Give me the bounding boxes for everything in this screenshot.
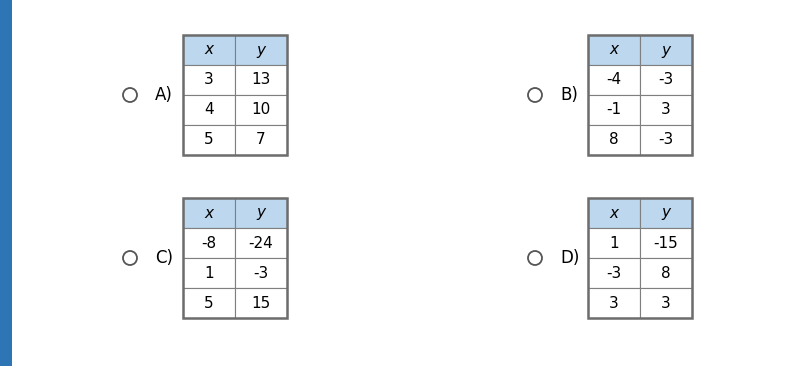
Bar	[640, 35, 692, 65]
Text: y: y	[662, 205, 670, 220]
Bar	[183, 65, 235, 95]
Text: C): C)	[155, 249, 173, 267]
Text: 13: 13	[251, 72, 270, 87]
Text: -3: -3	[658, 72, 674, 87]
Text: 3: 3	[609, 295, 619, 310]
Bar	[183, 288, 235, 318]
Bar	[183, 35, 287, 155]
Text: 5: 5	[204, 132, 214, 147]
Text: 10: 10	[251, 102, 270, 117]
Text: B): B)	[560, 86, 578, 104]
Text: 8: 8	[661, 265, 671, 280]
Text: x: x	[610, 205, 618, 220]
Text: -1: -1	[606, 102, 622, 117]
Text: 1: 1	[204, 265, 214, 280]
Text: D): D)	[560, 249, 579, 267]
Bar	[235, 65, 287, 95]
Bar	[640, 198, 692, 228]
Bar	[183, 198, 235, 228]
Bar	[183, 125, 235, 155]
Text: x: x	[205, 205, 214, 220]
Bar	[588, 35, 640, 65]
Text: -15: -15	[654, 235, 678, 250]
Bar	[588, 65, 640, 95]
Bar	[183, 198, 287, 318]
Text: x: x	[610, 42, 618, 57]
Text: 4: 4	[204, 102, 214, 117]
Bar	[183, 228, 235, 258]
Bar	[640, 95, 692, 125]
Text: 8: 8	[609, 132, 619, 147]
Text: y: y	[257, 205, 266, 220]
Text: -4: -4	[606, 72, 622, 87]
Text: 3: 3	[661, 295, 671, 310]
Bar	[640, 125, 692, 155]
Text: 1: 1	[609, 235, 619, 250]
Bar	[640, 258, 692, 288]
Bar	[588, 198, 692, 318]
Bar	[588, 288, 640, 318]
Bar	[588, 258, 640, 288]
Bar	[235, 288, 287, 318]
Bar	[588, 35, 692, 155]
Bar	[588, 228, 640, 258]
Text: x: x	[205, 42, 214, 57]
Text: y: y	[257, 42, 266, 57]
Text: 15: 15	[251, 295, 270, 310]
Text: -3: -3	[606, 265, 622, 280]
Text: -3: -3	[254, 265, 269, 280]
Text: -8: -8	[202, 235, 217, 250]
Bar	[640, 288, 692, 318]
Bar	[588, 95, 640, 125]
Bar	[235, 258, 287, 288]
Text: 7: 7	[256, 132, 266, 147]
Text: 5: 5	[204, 295, 214, 310]
Bar	[588, 125, 640, 155]
Bar	[235, 125, 287, 155]
Text: A): A)	[155, 86, 173, 104]
Bar	[640, 65, 692, 95]
Bar	[235, 35, 287, 65]
Text: 3: 3	[204, 72, 214, 87]
Bar	[183, 95, 235, 125]
Bar	[183, 258, 235, 288]
Text: 3: 3	[661, 102, 671, 117]
Bar	[588, 198, 640, 228]
Bar	[640, 228, 692, 258]
Bar	[0, 0, 12, 366]
Bar	[235, 228, 287, 258]
Text: y: y	[662, 42, 670, 57]
Bar	[235, 95, 287, 125]
Text: -3: -3	[658, 132, 674, 147]
Bar	[235, 198, 287, 228]
Bar	[183, 35, 235, 65]
Text: -24: -24	[249, 235, 274, 250]
